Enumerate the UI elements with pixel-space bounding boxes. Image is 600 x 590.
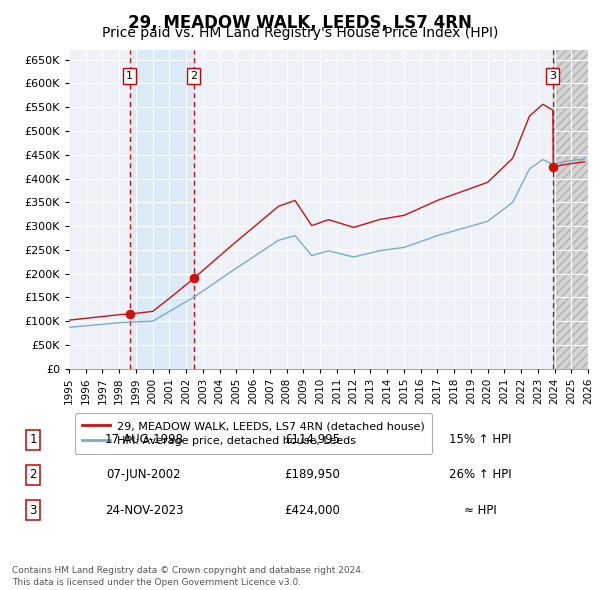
- Text: 2: 2: [190, 71, 197, 81]
- Point: [125, 309, 134, 319]
- Point: [548, 162, 557, 172]
- Text: ≈ HPI: ≈ HPI: [464, 504, 496, 517]
- Text: 17-AUG-1998: 17-AUG-1998: [104, 433, 184, 446]
- Text: Price paid vs. HM Land Registry's House Price Index (HPI): Price paid vs. HM Land Registry's House …: [102, 26, 498, 40]
- Text: Contains HM Land Registry data © Crown copyright and database right 2024.
This d: Contains HM Land Registry data © Crown c…: [12, 566, 364, 587]
- Text: 1: 1: [126, 71, 133, 81]
- Bar: [553, 50, 588, 369]
- Text: 24-NOV-2023: 24-NOV-2023: [105, 504, 183, 517]
- Text: 15% ↑ HPI: 15% ↑ HPI: [449, 433, 511, 446]
- Text: £114,995: £114,995: [284, 433, 340, 446]
- Bar: [130, 50, 194, 369]
- Text: 29, MEADOW WALK, LEEDS, LS7 4RN: 29, MEADOW WALK, LEEDS, LS7 4RN: [128, 14, 472, 32]
- Legend: 29, MEADOW WALK, LEEDS, LS7 4RN (detached house), HPI: Average price, detached h: 29, MEADOW WALK, LEEDS, LS7 4RN (detache…: [74, 414, 433, 454]
- Text: 3: 3: [550, 71, 556, 81]
- Text: 1: 1: [29, 433, 37, 446]
- Text: 2: 2: [29, 468, 37, 481]
- Text: 07-JUN-2002: 07-JUN-2002: [107, 468, 181, 481]
- Point: [189, 274, 199, 283]
- Text: £189,950: £189,950: [284, 468, 340, 481]
- Text: 3: 3: [29, 504, 37, 517]
- Text: £424,000: £424,000: [284, 504, 340, 517]
- Text: 26% ↑ HPI: 26% ↑ HPI: [449, 468, 511, 481]
